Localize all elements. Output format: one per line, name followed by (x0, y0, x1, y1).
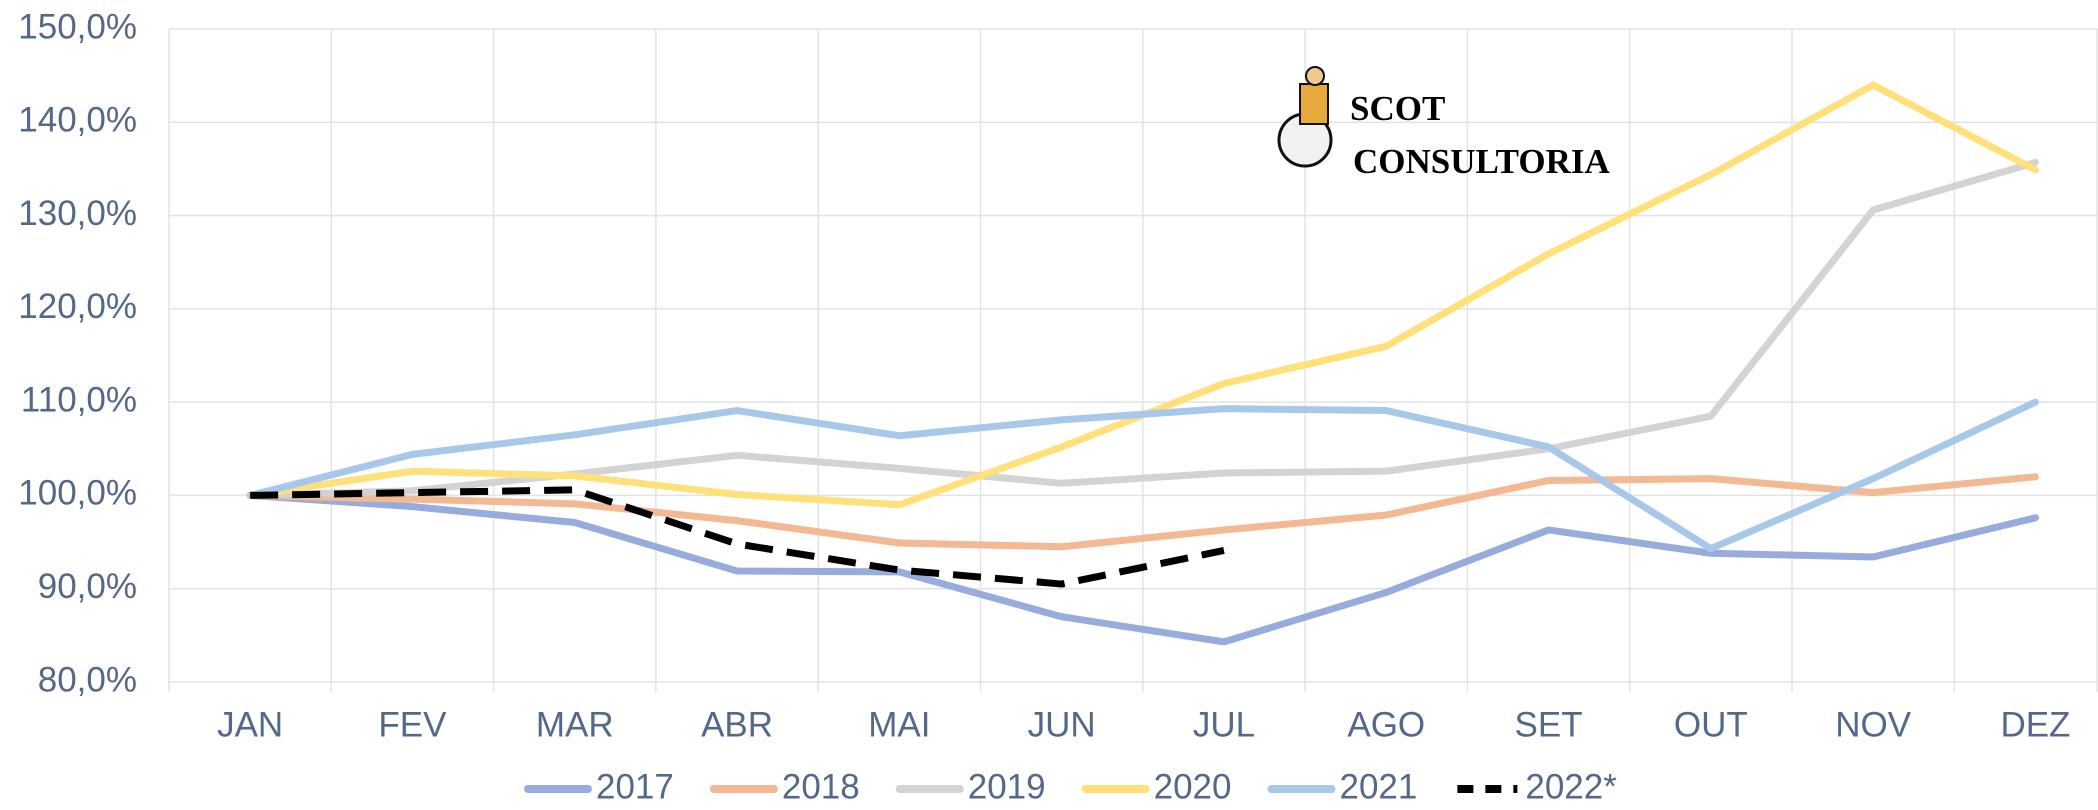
y-tick-label: 140,0% (18, 101, 137, 140)
x-tick-label: MAR (536, 705, 614, 744)
x-tick-label: ABR (701, 705, 773, 744)
x-tick-label: JUL (1193, 705, 1255, 744)
y-tick-label: 120,0% (18, 287, 137, 326)
x-tick-label: JAN (217, 705, 283, 744)
series-line (250, 486, 1225, 588)
series-line (246, 398, 2039, 553)
x-tick-label: FEV (378, 705, 447, 744)
x-tick-label: JUN (1028, 705, 1096, 744)
x-tick-label: NOV (1835, 705, 1912, 744)
y-tick-label: 150,0% (18, 7, 137, 46)
y-tick-label: 90,0% (38, 567, 137, 606)
logo-name: SCOT (1350, 89, 1445, 128)
legend-label: 2020 (1154, 767, 1232, 805)
legend-label: 2019 (968, 767, 1046, 805)
x-tick-label: MAI (868, 705, 930, 744)
logo-tagline: CONSULTORIA (1353, 142, 1610, 181)
legend-label: 2017 (596, 767, 674, 805)
x-tick-label: DEZ (2000, 705, 2070, 744)
y-tick-label: 80,0% (38, 660, 137, 699)
y-tick-label: 110,0% (21, 380, 137, 419)
x-tick-label: OUT (1674, 705, 1748, 744)
legend-label: 2018 (782, 767, 860, 805)
logo-icon (1299, 83, 1329, 125)
series-line (246, 473, 2039, 551)
x-tick-label: SET (1515, 705, 1583, 744)
logo: SCOT CONSULTORIA (1277, 66, 1610, 181)
series-line (246, 491, 2039, 646)
logo-icon (1305, 66, 1325, 86)
y-tick-label: 100,0% (18, 474, 137, 513)
y-tick-label: 130,0% (18, 194, 137, 233)
legend-label: 2021 (1340, 767, 1418, 805)
x-tick-label: AGO (1347, 705, 1425, 744)
legend-label: 2022* (1525, 767, 1617, 805)
